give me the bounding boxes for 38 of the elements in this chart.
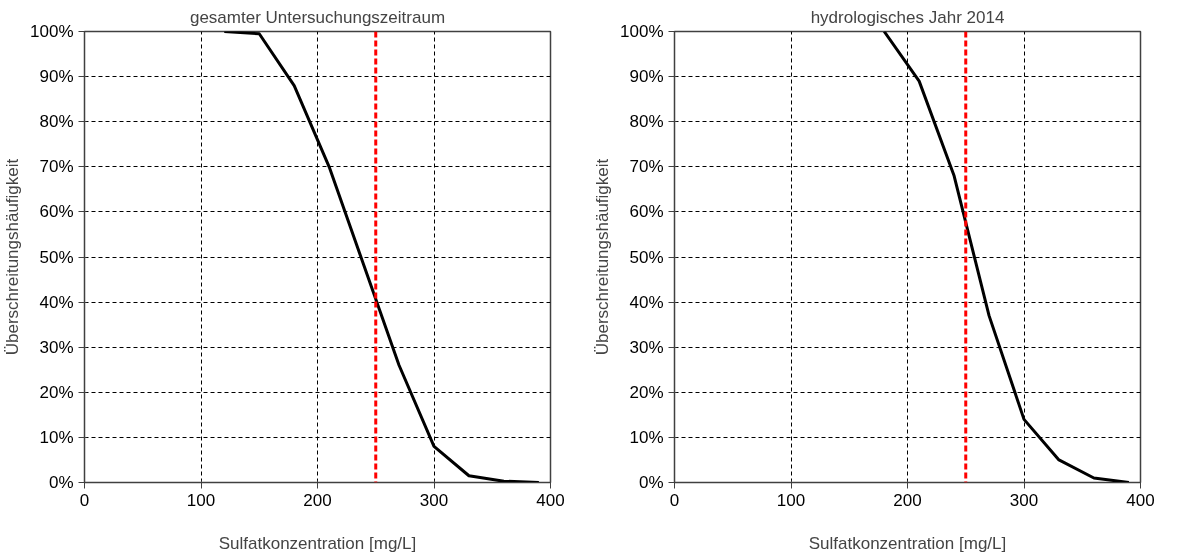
y-tick-label: 80% xyxy=(39,112,74,132)
y-tick-label: 30% xyxy=(629,337,664,357)
y-tick-label: 70% xyxy=(629,157,664,177)
chart-title: gesamter Untersuchungszeitraum xyxy=(189,7,446,27)
x-tick-label: 0 xyxy=(669,490,680,510)
y-tick-label: 80% xyxy=(629,112,664,132)
y-tick-label: 0% xyxy=(638,473,664,492)
y-tick-label: 10% xyxy=(629,427,664,447)
x-tick-label: 100 xyxy=(776,490,806,510)
x-axis-title: Sulfatkonzentration [mg/L] xyxy=(808,533,1007,553)
chart-title: hydrologisches Jahr 2014 xyxy=(810,7,1005,27)
y-tick-label: 30% xyxy=(39,337,74,357)
y-axis-title: Überschreitungshäufigkeit xyxy=(3,158,23,356)
y-tick-label: 20% xyxy=(39,382,74,402)
y-tick-label: 10% xyxy=(39,427,74,447)
x-tick-label: 400 xyxy=(1126,490,1155,510)
y-tick-label: 50% xyxy=(39,247,74,267)
y-tick-label: 40% xyxy=(39,292,74,312)
y-tick-label: 60% xyxy=(39,202,74,222)
x-tick-label: 200 xyxy=(303,490,332,510)
y-tick-label: 40% xyxy=(629,292,664,312)
x-tick-label: 200 xyxy=(893,490,922,510)
x-axis-title: Sulfatkonzentration [mg/L] xyxy=(218,533,417,553)
y-tick-label: 100% xyxy=(30,22,74,41)
x-tick-label: 300 xyxy=(419,490,449,510)
y-tick-label: 100% xyxy=(620,22,664,41)
y-tick-label: 90% xyxy=(39,67,74,87)
y-tick-label: 20% xyxy=(629,382,664,402)
x-tick-label: 100 xyxy=(186,490,216,510)
y-tick-label: 60% xyxy=(629,202,664,222)
x-tick-label: 300 xyxy=(1009,490,1039,510)
y-tick-label: 90% xyxy=(629,67,664,87)
y-tick-label: 50% xyxy=(629,247,664,267)
x-tick-label: 0 xyxy=(79,490,90,510)
x-tick-label: 400 xyxy=(536,490,565,510)
y-tick-label: 0% xyxy=(48,473,74,492)
y-axis-title: Überschreitungshäufigkeit xyxy=(593,158,613,356)
y-tick-label: 70% xyxy=(39,157,74,177)
